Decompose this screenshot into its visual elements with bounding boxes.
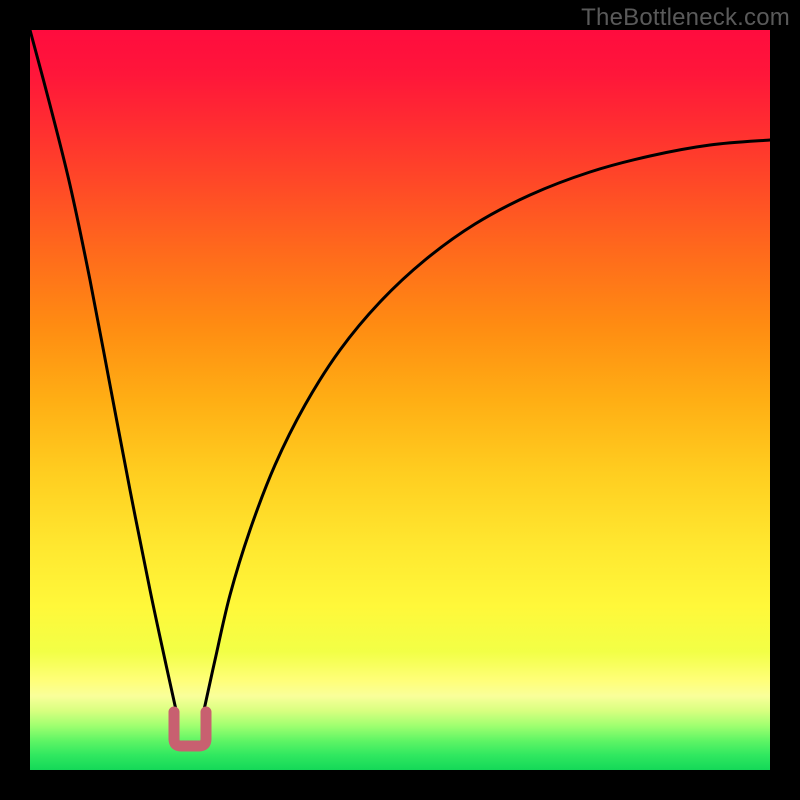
gradient-plot-area [30, 30, 770, 770]
bottleneck-chart [0, 0, 800, 800]
attribution-label: TheBottleneck.com [581, 4, 790, 32]
figure-stage: TheBottleneck.com [0, 0, 800, 800]
